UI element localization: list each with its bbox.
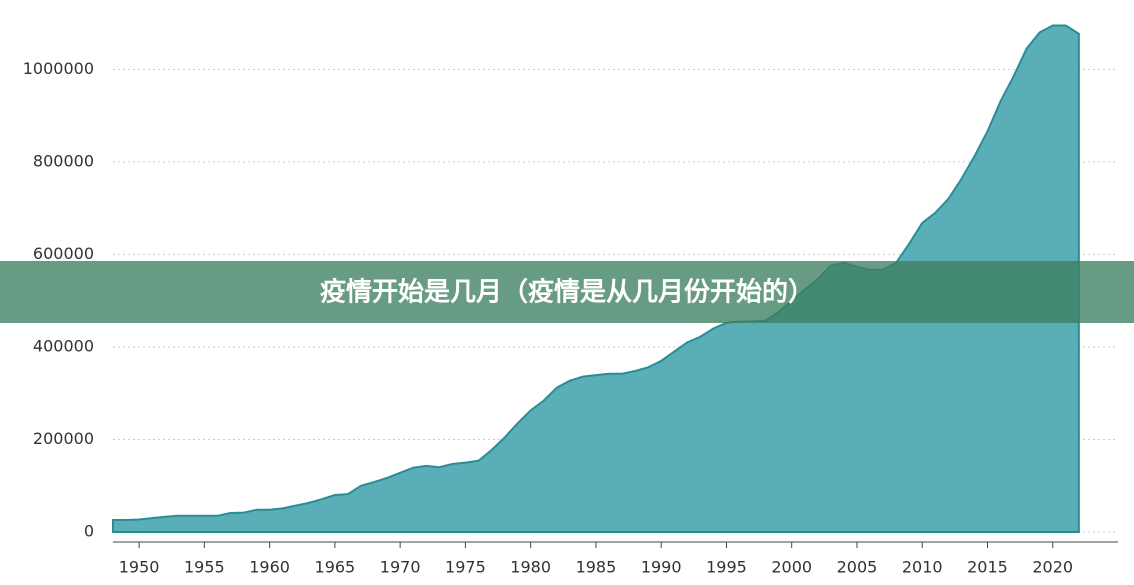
x-tick-label: 1990 <box>641 558 682 577</box>
x-tick-label: 2005 <box>837 558 878 577</box>
x-tick-label: 1970 <box>380 558 421 577</box>
y-tick-label: 1000000 <box>23 59 94 78</box>
banner-band <box>0 261 1134 323</box>
y-tick-label: 0 <box>84 522 94 541</box>
x-tick-label: 1980 <box>510 558 551 577</box>
y-tick-label: 400000 <box>33 336 94 355</box>
x-tick-label: 2000 <box>771 558 812 577</box>
x-tick-label: 1975 <box>445 558 486 577</box>
banner-title: 疫情开始是几月（疫情是从几月份开始的） <box>320 277 814 308</box>
y-tick-label: 800000 <box>33 151 94 170</box>
x-tick-label: 2020 <box>1032 558 1073 577</box>
x-tick-label: 1965 <box>315 558 356 577</box>
area <box>112 24 1080 533</box>
y-tick-label: 200000 <box>33 429 94 448</box>
x-tick-label: 1960 <box>249 558 290 577</box>
plot-area: 0 200000 400000 600000 800000 1000000 1950 1955… <box>23 24 1118 577</box>
y-tick-label: 600000 <box>33 244 94 263</box>
x-tick-label: 1955 <box>184 558 225 577</box>
x-tick-label: 2010 <box>902 558 943 577</box>
x-tick-label: 1950 <box>119 558 160 577</box>
x-tick-label: 1985 <box>576 558 617 577</box>
x-tick-label: 1995 <box>706 558 747 577</box>
x-tick-label: 2015 <box>967 558 1008 577</box>
